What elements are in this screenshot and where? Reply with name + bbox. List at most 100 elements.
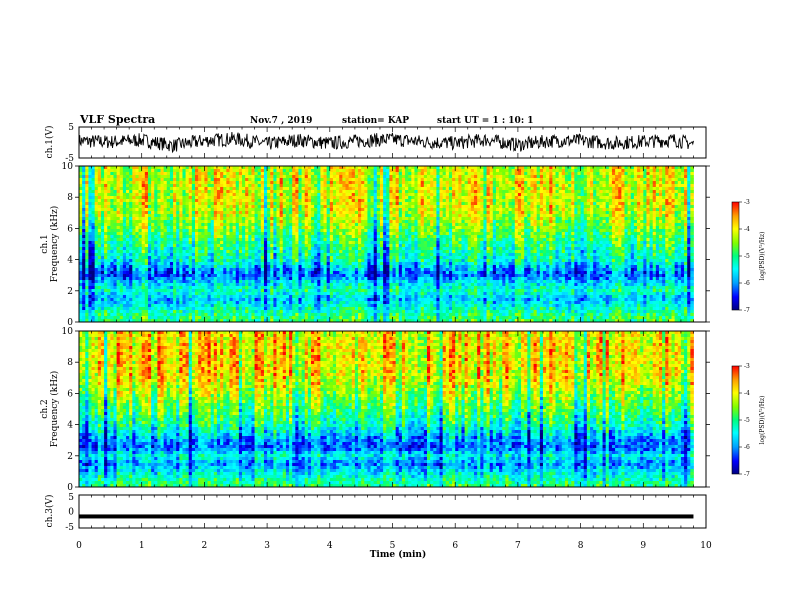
spectrogram-cell (495, 178, 500, 182)
spectrogram-cell (486, 172, 491, 176)
spectrogram-cell (141, 205, 146, 209)
spectrogram-cell (295, 232, 299, 236)
spectrogram-cell (182, 190, 186, 194)
spectrogram-cell (289, 232, 293, 236)
spectrogram-cell (226, 214, 230, 218)
spectrogram-cell (188, 223, 193, 227)
spectrogram-cell (633, 220, 638, 224)
spectrogram-cell (97, 178, 102, 182)
spectrogram-cell (464, 178, 469, 182)
spectrogram-cell (82, 208, 86, 212)
spectrogram-cell (235, 202, 240, 206)
spectrogram-cell (110, 226, 114, 230)
spectrogram-cell (329, 217, 334, 221)
spectrogram-cell (423, 205, 428, 209)
spectrogram-cell (273, 172, 277, 176)
spectrogram-cell (464, 169, 469, 173)
spectrogram-cell (574, 172, 578, 176)
spectrogram-cell (608, 229, 613, 233)
spectrogram-cell (668, 166, 672, 170)
spectrogram-cell (483, 187, 487, 191)
spectrogram-cell (590, 232, 594, 236)
spectrogram-cell (392, 238, 397, 242)
spectrogram-cell (546, 178, 550, 182)
spectrogram-cell (301, 214, 306, 218)
spectrogram-cell (536, 178, 541, 182)
spectrogram-cell (577, 181, 582, 185)
spectrogram-cell (226, 232, 230, 236)
spectrogram-cell (82, 232, 86, 236)
spectrogram-cell (307, 232, 312, 236)
spectrogram-cell (85, 205, 89, 209)
spectrogram-cell (116, 196, 121, 200)
spectrogram-cell (442, 238, 447, 242)
spectrogram-cell (248, 166, 252, 170)
spectrogram-cell (627, 238, 632, 242)
spectrogram-cell (82, 226, 86, 230)
spectrogram-cell (602, 226, 607, 230)
spectrogram-cell (470, 226, 475, 230)
spectrogram-cell (649, 214, 654, 218)
spectrogram-cell (213, 184, 218, 188)
spectrogram-cell (687, 199, 691, 203)
spectrogram-cell (511, 181, 516, 185)
spectrogram-cell (652, 199, 657, 203)
spectrogram-cell (536, 208, 541, 212)
spectrogram-cell (658, 238, 663, 242)
spectrogram-cell (332, 181, 337, 185)
spectrogram-cell (310, 178, 315, 182)
spectrogram-cell (323, 187, 328, 191)
spectrogram-cell (690, 187, 694, 191)
spectrogram-cell (546, 193, 550, 197)
spectrogram-cell (91, 217, 96, 221)
spectrogram-cell (116, 235, 121, 239)
spectrogram-cell (417, 217, 422, 221)
spectrogram-cell (458, 205, 462, 209)
spectrogram-cell (455, 232, 459, 236)
spectrogram-cell (323, 223, 328, 227)
spectrogram-cell (502, 229, 506, 233)
spectrogram-cell (248, 229, 252, 233)
spectrogram-cell (91, 175, 96, 179)
spectrogram-cell (323, 214, 328, 218)
spectrogram-cell (442, 226, 447, 230)
spectrogram-cell (126, 169, 130, 173)
spectrogram-cell (373, 172, 378, 176)
spectrogram-cell (455, 208, 459, 212)
spectrogram-cell (426, 238, 431, 242)
spectrogram-cell (135, 178, 139, 182)
spectrogram-cell (574, 214, 578, 218)
spectrogram-cell (474, 211, 478, 215)
spectrogram-cell (599, 232, 603, 236)
spectrogram-cell (113, 169, 118, 173)
spectrogram-cell (408, 166, 412, 170)
spectrogram-cell (467, 238, 472, 242)
spectrogram-cell (245, 214, 249, 218)
spectrogram-cell (677, 238, 682, 242)
spectrogram-cell (426, 226, 431, 230)
spectrogram-cell (464, 175, 469, 179)
spectrogram-cell (643, 229, 647, 233)
spectrogram-cell (621, 166, 625, 170)
spectrogram-cell (358, 187, 362, 191)
spectrogram-cell (637, 190, 641, 194)
spectrogram-cell (539, 193, 544, 197)
spectrogram-cell (483, 175, 487, 179)
spectrogram-cell (615, 214, 619, 218)
spectrogram-cell (97, 190, 102, 194)
spectrogram-cell (483, 166, 487, 170)
spectrogram-cell (141, 202, 146, 206)
spectrogram-cell (464, 196, 469, 200)
spectrogram-cell (430, 187, 434, 191)
spectrogram-cell (138, 211, 143, 215)
spectrogram-cell (489, 223, 494, 227)
spectrogram-cell (301, 193, 306, 197)
spectrogram-cell (292, 205, 296, 209)
spectrogram-cell (285, 238, 290, 242)
spectrogram-cell (304, 220, 309, 224)
spectrogram-cell (144, 208, 149, 212)
spectrogram-cell (242, 226, 246, 230)
spectrogram-cell (191, 211, 196, 215)
spectrogram-cell (505, 175, 509, 179)
spectrogram-cell (662, 187, 666, 191)
